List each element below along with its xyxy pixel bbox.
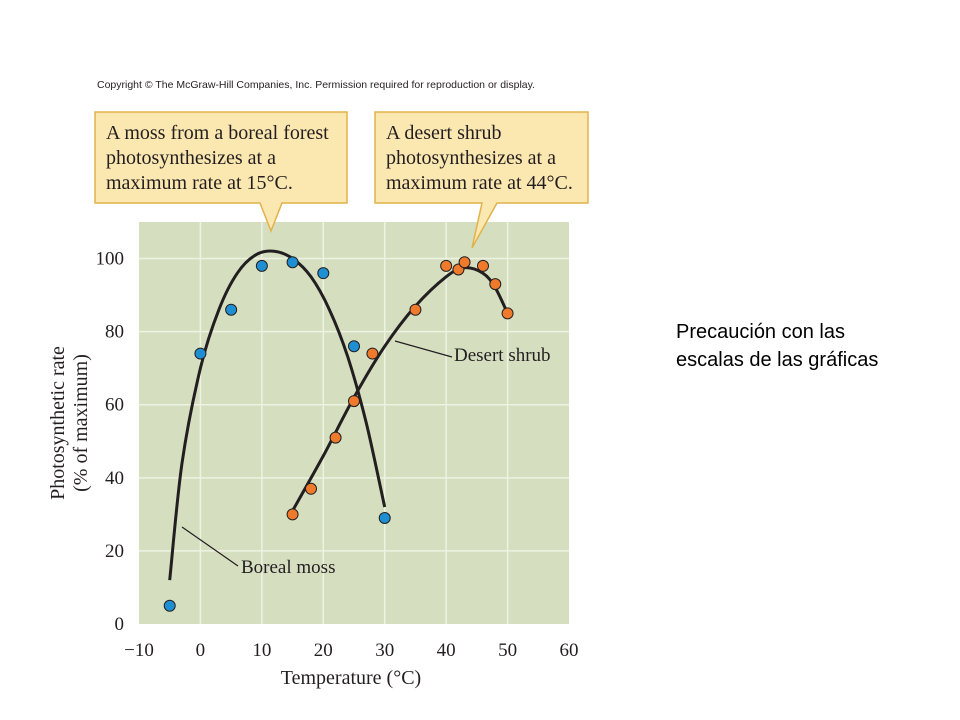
callout-desert-box — [374, 111, 589, 249]
point-desert-shrub — [348, 395, 360, 408]
copyright-notice: Copyright © The McGraw-Hill Companies, I… — [97, 79, 536, 91]
point-boreal-moss — [317, 267, 330, 280]
x-axis-label: Temperature (°C) — [281, 667, 421, 689]
point-desert-shrub — [286, 508, 299, 521]
note-line-2: escalas de las gráficas — [676, 349, 879, 371]
point-desert-shrub — [489, 278, 502, 291]
point-desert-shrub — [329, 431, 342, 444]
y-axis-label-line-1: Photosynthetic rate — [47, 346, 69, 500]
callout-desert-line-3: maximum rate at 44°C. — [386, 172, 573, 194]
point-desert-shrub — [366, 347, 379, 360]
x-tick-labels: −10 0 10 20 30 40 50 60 — [124, 640, 578, 661]
leader-line-desert-shrub — [394, 340, 453, 358]
callout-desert-line-2: photosynthesizes at a — [386, 147, 556, 169]
point-boreal-moss — [348, 340, 360, 353]
curves — [168, 249, 509, 581]
y-tick-label: 100 — [96, 249, 125, 270]
point-boreal-moss — [255, 259, 268, 272]
x-tick-label: 40 — [437, 640, 456, 661]
callout-desert-line-1: A desert shrub — [386, 122, 502, 144]
series-label-desert-shrub: Desert shrub — [454, 345, 551, 366]
point-boreal-moss — [225, 303, 238, 316]
plot-background — [139, 222, 569, 624]
point-boreal-moss — [378, 512, 391, 525]
series-label-boreal-moss: Boreal moss — [241, 557, 335, 578]
y-tick-label: 80 — [105, 322, 124, 343]
point-desert-shrub — [305, 482, 317, 495]
y-tick-labels: 0 20 40 60 80 100 — [96, 249, 125, 635]
x-tick-label: 60 — [560, 640, 579, 661]
x-tick-label: 20 — [314, 640, 333, 661]
callout-boreal-line-3: maximum rate at 15°C. — [106, 172, 293, 194]
leader-line-boreal-moss — [181, 526, 239, 567]
point-desert-shrub — [458, 256, 471, 269]
y-axis-label-line-2: (% of maximum) — [70, 354, 92, 492]
y-tick-label: 60 — [105, 395, 124, 416]
point-boreal-moss — [286, 256, 299, 269]
x-tick-label: 30 — [375, 640, 394, 661]
callout-boreal-line-2: photosynthesizes at a — [106, 147, 276, 169]
point-boreal-moss — [194, 347, 207, 360]
y-tick-label: 40 — [105, 468, 124, 489]
point-desert-shrub — [440, 259, 453, 272]
y-tick-label: 20 — [105, 541, 124, 562]
curve-boreal-moss — [168, 249, 387, 581]
point-desert-shrub — [477, 259, 489, 272]
callout-boreal-box — [94, 111, 348, 234]
point-boreal-moss — [163, 599, 176, 612]
x-tick-label: 0 — [196, 640, 206, 661]
x-tick-label: 50 — [498, 640, 517, 661]
callout-boreal-line-1: A moss from a boreal forest — [106, 122, 329, 144]
curve-desert-shrub — [291, 266, 509, 512]
point-desert-shrub — [501, 307, 514, 320]
slide-note: Precaución con las escalas de las gráfic… — [676, 318, 936, 374]
data-points — [163, 256, 514, 612]
y-tick-label: 0 — [115, 614, 125, 635]
x-tick-label: −10 — [124, 640, 154, 661]
note-line-1: Precaución con las — [676, 321, 845, 343]
point-desert-shrub — [409, 303, 422, 316]
x-tick-label: 10 — [252, 640, 271, 661]
